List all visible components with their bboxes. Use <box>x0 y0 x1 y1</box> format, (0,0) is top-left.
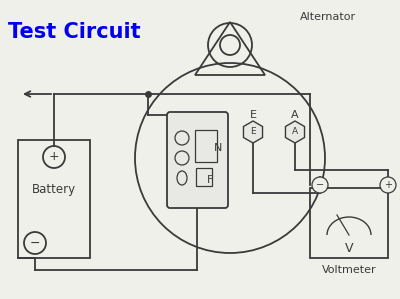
FancyBboxPatch shape <box>167 112 228 208</box>
Bar <box>195 130 217 162</box>
Text: Alternator: Alternator <box>300 12 356 22</box>
Text: F: F <box>207 175 213 185</box>
Text: Test Circuit: Test Circuit <box>8 22 141 42</box>
Text: E: E <box>250 110 256 120</box>
Text: −: − <box>30 237 40 249</box>
Text: Battery: Battery <box>32 184 76 196</box>
Text: +: + <box>49 150 59 164</box>
Bar <box>18 140 90 258</box>
Polygon shape <box>286 121 304 143</box>
Bar <box>196 168 212 186</box>
Polygon shape <box>244 121 262 143</box>
Bar <box>310 188 388 258</box>
Circle shape <box>380 177 396 193</box>
Text: −: − <box>316 180 324 190</box>
Text: +: + <box>384 180 392 190</box>
Text: N: N <box>214 143 222 153</box>
Text: V: V <box>345 242 353 254</box>
Text: A: A <box>292 127 298 137</box>
Text: E: E <box>250 127 256 137</box>
Text: A: A <box>291 110 299 120</box>
Text: Voltmeter: Voltmeter <box>322 265 376 275</box>
Circle shape <box>312 177 328 193</box>
